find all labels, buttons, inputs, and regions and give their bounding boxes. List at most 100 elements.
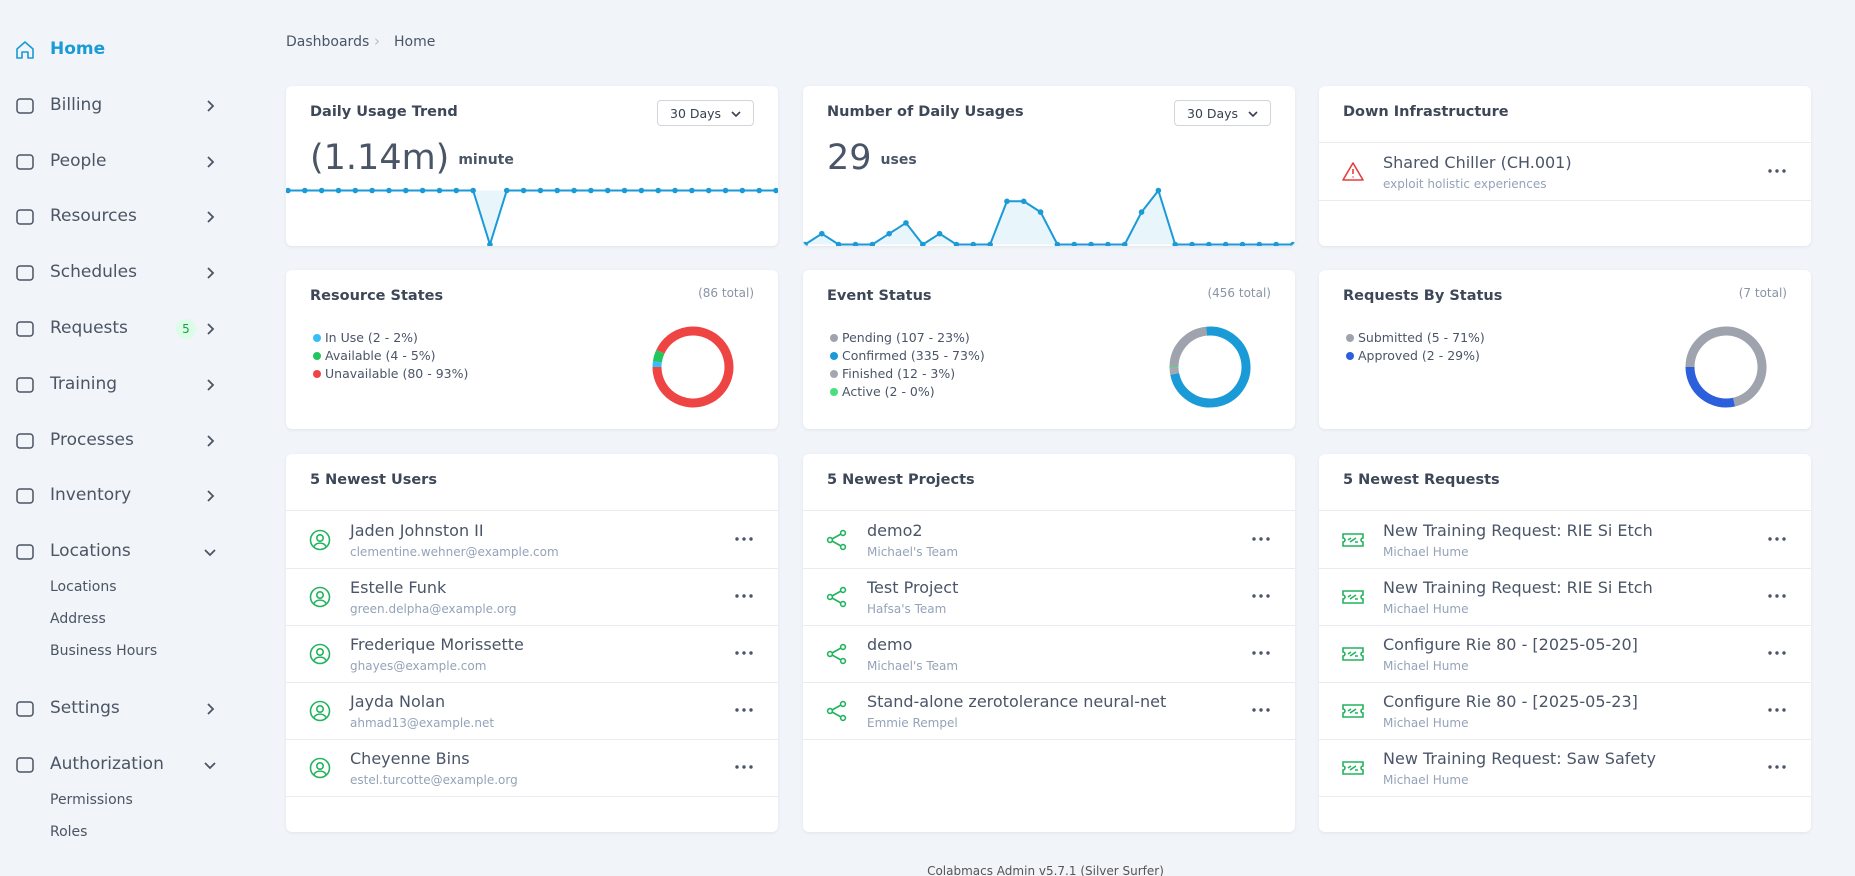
dot: [1768, 651, 1772, 655]
nav-subitem[interactable]: Address: [50, 611, 106, 628]
breadcrumb-current: Home: [394, 34, 436, 50]
list-row[interactable]: New Training Request: Saw Safety Michael …: [1319, 739, 1811, 797]
list-row[interactable]: Estelle Funk green.delpha@example.org: [286, 568, 778, 626]
nav-icon: [16, 153, 34, 170]
icon-shape: [826, 593, 834, 601]
nav-item[interactable]: Inventory: [0, 476, 236, 516]
nav-subitem[interactable]: Permissions: [50, 792, 133, 808]
row-icon: [1342, 590, 1364, 604]
range-dropdown[interactable]: 30 Days: [657, 100, 754, 126]
list-row[interactable]: Configure Rie 80 - [2025-05-20] Michael H…: [1319, 625, 1811, 683]
chevron: [207, 379, 215, 391]
dot: [742, 708, 746, 712]
nav-item[interactable]: Training: [0, 365, 236, 405]
list-row[interactable]: demo2 Michael's Team: [803, 511, 1295, 569]
more-button[interactable]: [732, 704, 756, 716]
card: 5 Newest Projects demo2 Michael's Team Test…: [803, 454, 1295, 832]
more-button[interactable]: [1249, 704, 1273, 716]
more-button[interactable]: [1249, 647, 1273, 659]
nav-item[interactable]: Settings: [0, 689, 236, 729]
chevron: [207, 323, 215, 335]
dot: [1775, 651, 1779, 655]
sparkline-point: [1071, 241, 1078, 246]
more-button[interactable]: [732, 761, 756, 773]
more-button[interactable]: [1765, 590, 1789, 602]
nav-subitem[interactable]: Business Hours: [50, 643, 158, 660]
nav-item[interactable]: Processes: [0, 421, 236, 461]
nav-icon: [16, 757, 34, 773]
sparkline-point: [638, 187, 645, 194]
nav-item[interactable]: Resources: [0, 197, 236, 237]
icon-shape: [316, 648, 325, 657]
chevron-shape: [207, 323, 215, 335]
chevron-shape: [204, 762, 216, 770]
sparkline-point: [1222, 241, 1229, 246]
sparkline-point: [621, 187, 628, 194]
icon-shape: [16, 488, 34, 505]
list-row[interactable]: New Training Request: RIE Si Etch Michael…: [1319, 568, 1811, 626]
legend-label: Pending (107 - 23%): [842, 330, 970, 345]
more-button[interactable]: [732, 647, 756, 659]
row-icon: [309, 643, 331, 665]
more-button[interactable]: [1765, 761, 1789, 773]
list-row[interactable]: Stand-alone zerotolerance neural-net Emmi…: [803, 682, 1295, 740]
icon-shape: [309, 586, 331, 608]
sparkline-point: [302, 187, 308, 194]
nav-item[interactable]: Locations: [0, 532, 236, 572]
list-row[interactable]: Test Project Hafsa's Team: [803, 568, 1295, 626]
icon-shape: [16, 98, 34, 114]
more-button[interactable]: [1765, 165, 1789, 177]
sparkline-line: [288, 189, 776, 246]
dot: [1768, 765, 1772, 769]
sparkline-point: [987, 241, 993, 246]
more-button[interactable]: [732, 590, 756, 602]
card: 5 Newest Users Jaden Johnston II clementin…: [286, 454, 778, 832]
icon-shape: [316, 762, 325, 771]
nav-item[interactable]: Authorization: [0, 745, 236, 785]
separator: [1319, 142, 1811, 143]
nav-subitem[interactable]: Roles: [50, 824, 88, 840]
icon-shape: [1342, 647, 1364, 661]
more-button[interactable]: [1765, 704, 1789, 716]
legend-label: Finished (12 - 3%): [842, 366, 956, 381]
more-button[interactable]: [1249, 533, 1273, 545]
nav-item[interactable]: People: [0, 142, 236, 182]
list-row[interactable]: Shared Chiller (CH.001) exploit holistic …: [1319, 143, 1811, 201]
breadcrumb-link[interactable]: Dashboards: [286, 34, 370, 50]
card-title: Event Status: [827, 288, 932, 304]
list-row[interactable]: Configure Rie 80 - [2025-05-23] Michael H…: [1319, 682, 1811, 740]
list-row[interactable]: Cheyenne Bins estel.turcotte@example.org: [286, 739, 778, 797]
row-title: Estelle Funk: [350, 578, 447, 597]
sparkline-point: [318, 187, 325, 194]
nav-icon: [16, 321, 34, 337]
dot: [742, 537, 746, 541]
nav-item[interactable]: Requests 5: [0, 309, 236, 349]
dot: [1782, 537, 1786, 541]
row-title: Jaden Johnston II: [350, 521, 484, 540]
icon-shape: [826, 650, 834, 658]
card-total: (86 total): [698, 286, 754, 300]
nav-label: Processes: [50, 429, 134, 450]
metric-value: (1.14m): [310, 138, 450, 178]
nav-label: Resources: [50, 206, 137, 227]
row-detail: Michael's Team: [867, 659, 959, 673]
more-button[interactable]: [1765, 647, 1789, 659]
nav-item[interactable]: Billing: [0, 86, 236, 126]
list-row[interactable]: New Training Request: RIE Si Etch Michael…: [1319, 511, 1811, 569]
icon-shape: [826, 536, 834, 544]
list-row[interactable]: demo Michael's Team: [803, 625, 1295, 683]
more-button[interactable]: [732, 533, 756, 545]
row-title: Stand-alone zerotolerance neural-net: [867, 692, 1167, 711]
more-button[interactable]: [1765, 533, 1789, 545]
nav-item[interactable]: Schedules: [0, 253, 236, 293]
more-button[interactable]: [1249, 590, 1273, 602]
list-row[interactable]: Jaden Johnston II clementine.wehner@examp…: [286, 511, 778, 569]
nav-item[interactable]: Home: [0, 30, 236, 70]
list-row[interactable]: Jayda Nolan ahmad13@example.net: [286, 682, 778, 740]
card-total: (7 total): [1738, 286, 1787, 300]
list-row[interactable]: Frederique Morissette ghayes@example.com: [286, 625, 778, 683]
breadcrumb-sep: ›: [374, 32, 380, 50]
nav-subitem[interactable]: Locations: [50, 579, 117, 596]
chevron: [207, 703, 215, 715]
range-dropdown[interactable]: 30 Days: [1174, 100, 1271, 126]
